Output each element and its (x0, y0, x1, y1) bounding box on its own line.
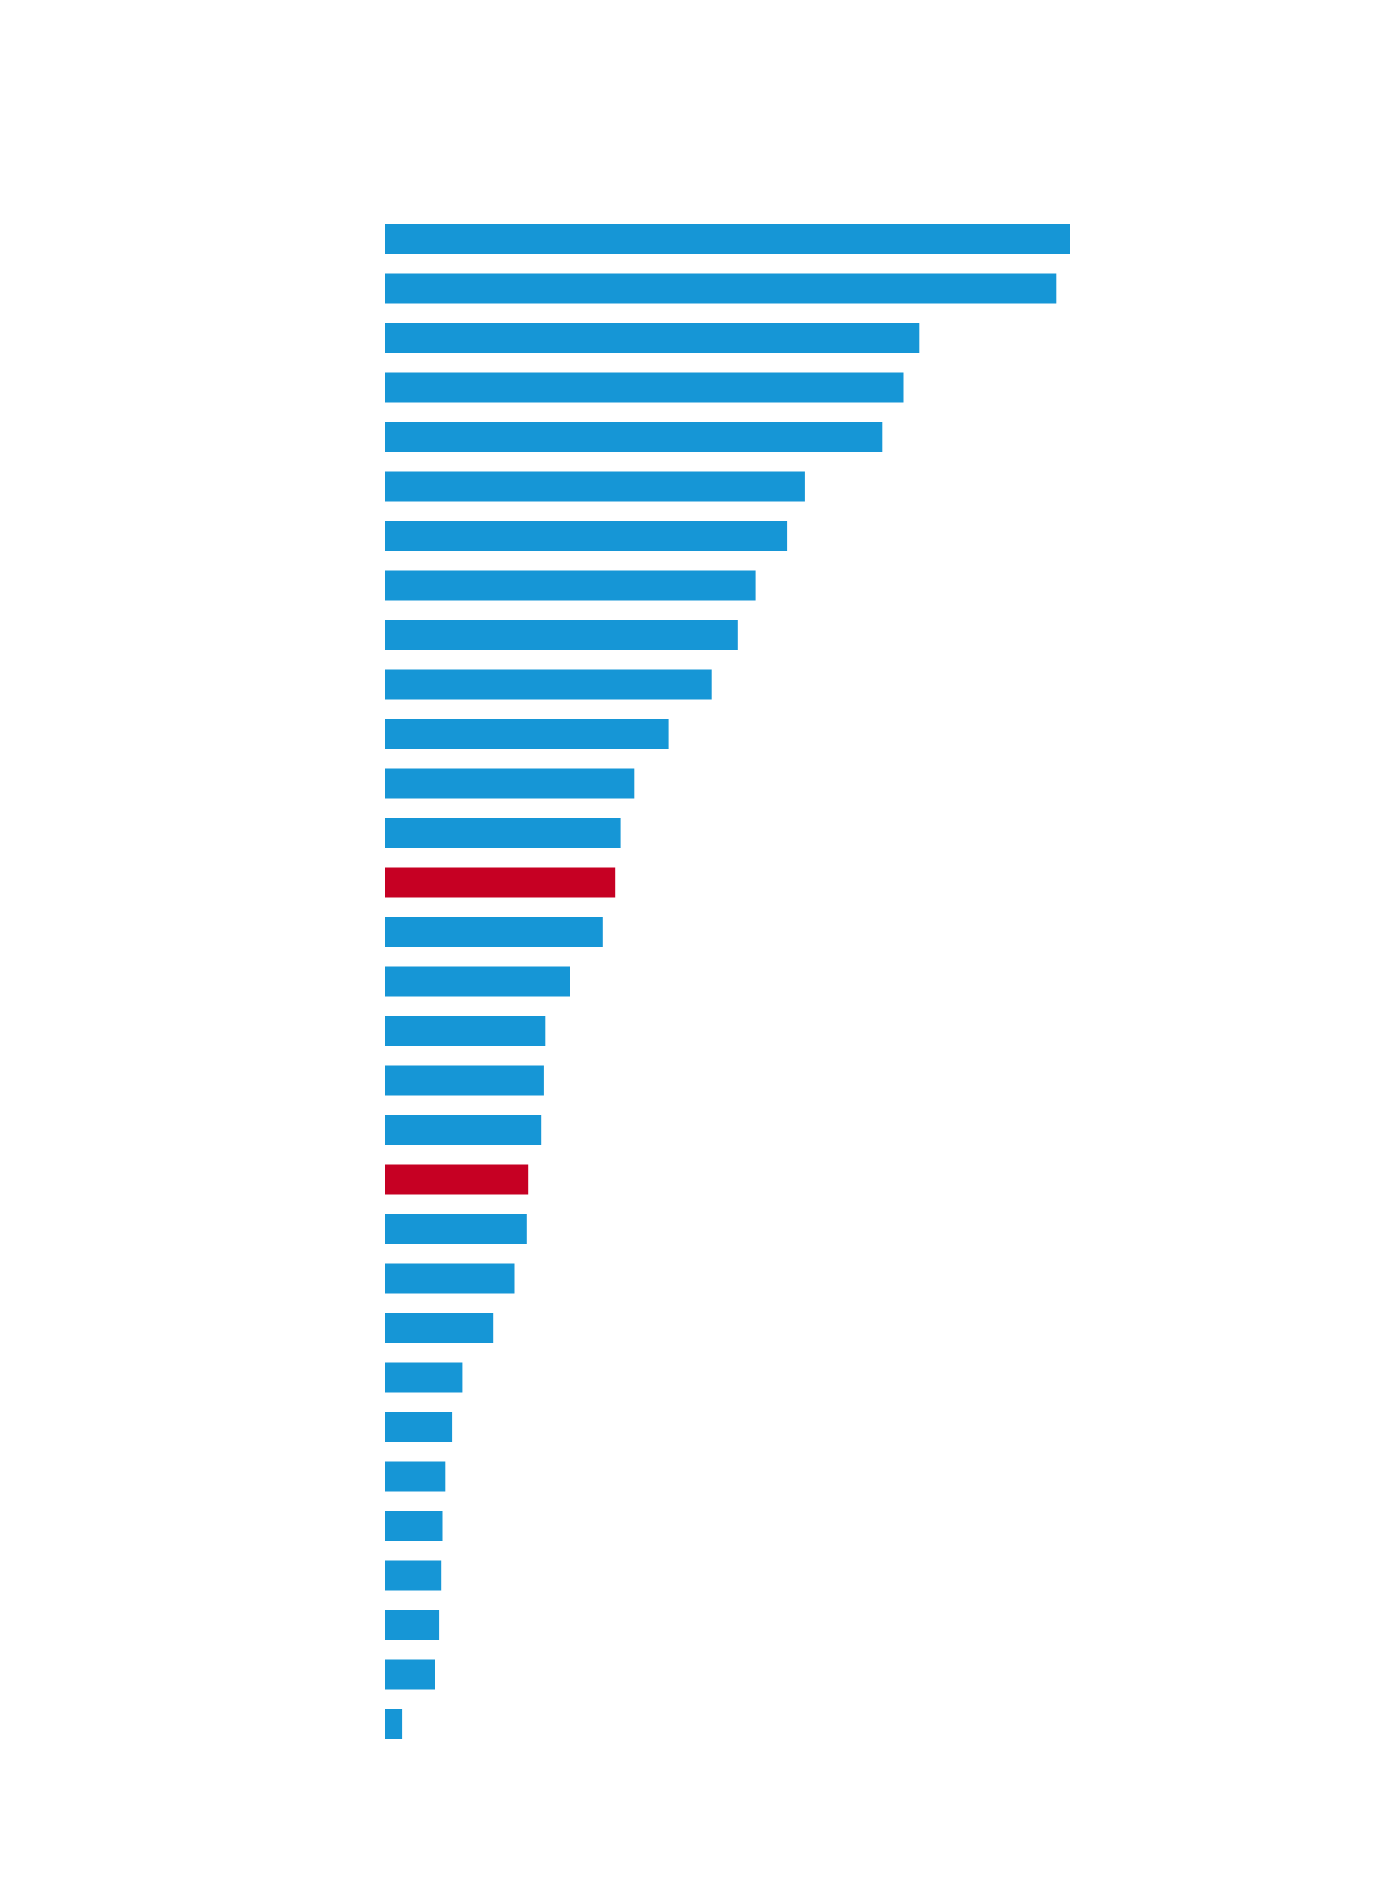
bar (385, 818, 621, 848)
bar (385, 1560, 442, 1591)
bar-highlighted (385, 1164, 529, 1195)
bar (385, 917, 603, 947)
bar (385, 372, 904, 403)
bar (385, 1362, 463, 1393)
bar (385, 1511, 443, 1541)
bar-group (385, 224, 1070, 1739)
bar (385, 1263, 515, 1294)
bar (385, 768, 635, 799)
bar (385, 422, 883, 452)
bar (385, 1214, 527, 1244)
bar (385, 1065, 544, 1096)
bar (385, 224, 1070, 254)
bar-highlighted (385, 867, 616, 898)
bar (385, 1461, 446, 1492)
bar (385, 521, 788, 551)
bar (385, 570, 756, 601)
bar (385, 620, 738, 650)
bar (385, 669, 712, 700)
bar (385, 1709, 403, 1739)
bar (385, 1659, 435, 1690)
bar (385, 1412, 453, 1442)
bar (385, 719, 669, 749)
bar (385, 471, 805, 502)
bar (385, 966, 570, 997)
bar (385, 1115, 542, 1145)
bar (385, 1313, 494, 1343)
bar (385, 323, 920, 353)
bar (385, 1016, 546, 1046)
bar (385, 273, 1057, 304)
bar (385, 1610, 440, 1640)
